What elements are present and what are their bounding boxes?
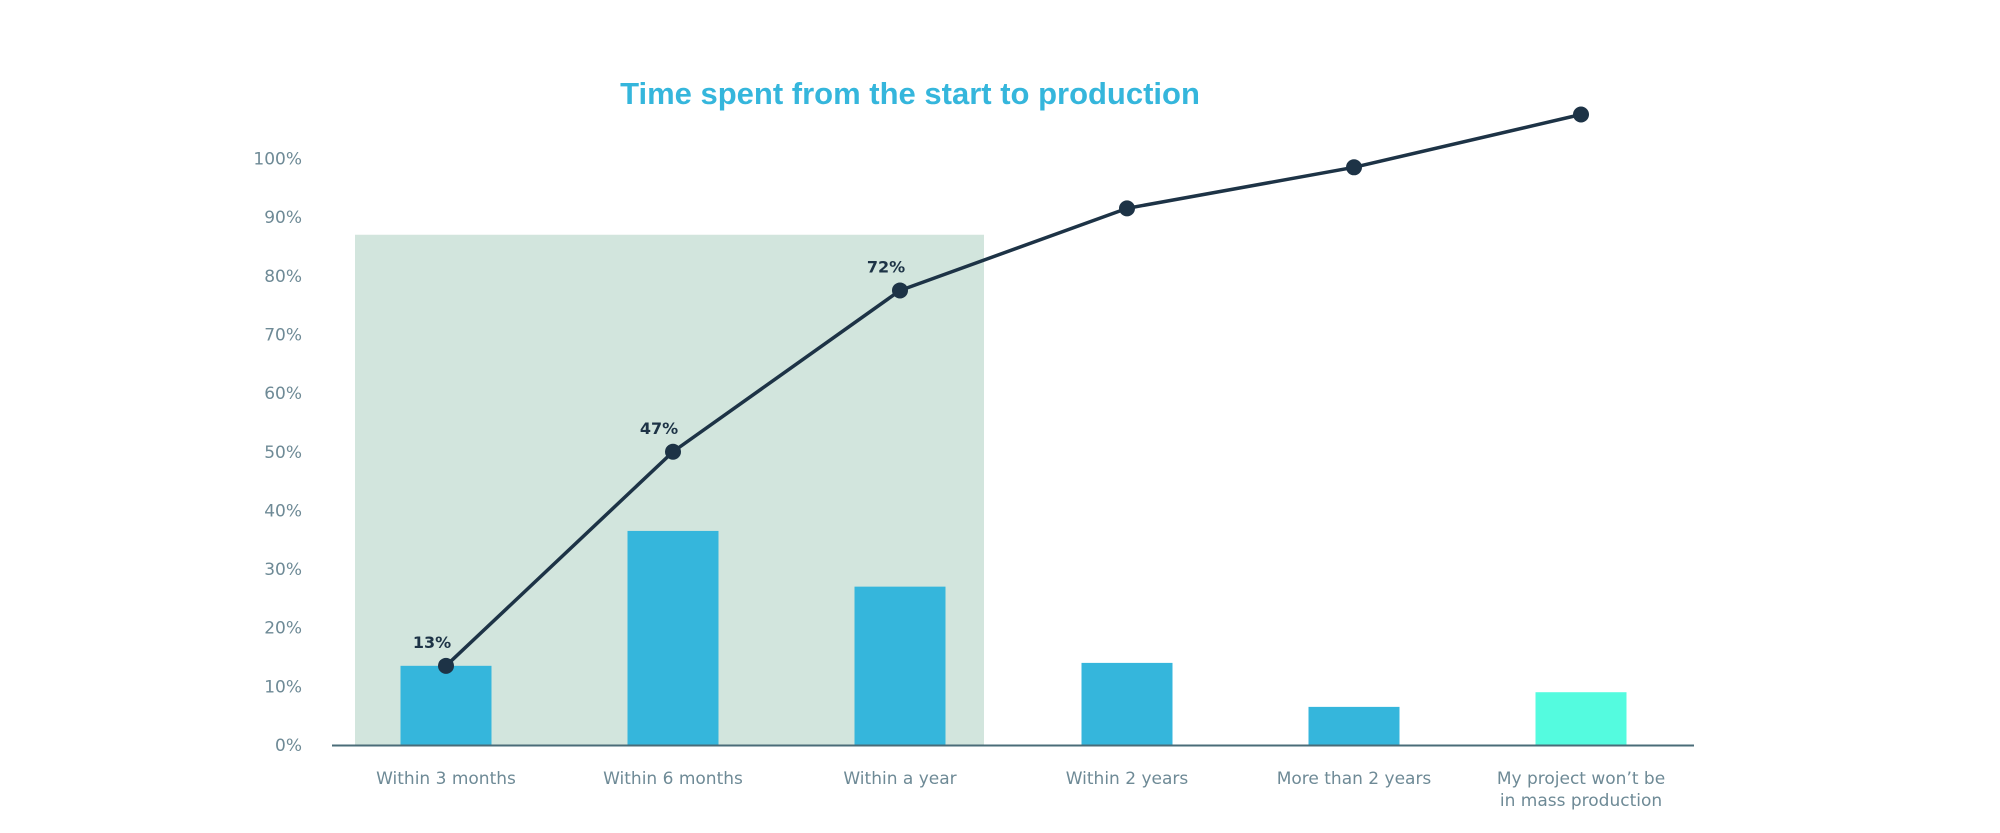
bar-4 [1081, 662, 1173, 745]
x-tick-label: My project won’t be in mass production [1497, 769, 1665, 811]
data-label: 47% [640, 419, 678, 438]
y-tick-label: 90% [264, 208, 302, 228]
line-point-3 [892, 282, 908, 299]
y-tick-label: 40% [264, 501, 302, 521]
y-tick-label: 80% [264, 267, 302, 287]
y-tick-label: 60% [264, 384, 302, 404]
line-point-6 [1573, 106, 1589, 123]
data-label: 72% [867, 257, 905, 276]
y-tick-label: 50% [264, 443, 302, 463]
bar-1 [400, 665, 492, 745]
x-tick-label: Within 6 months [603, 769, 743, 789]
y-tick-label: 0% [275, 736, 302, 756]
line-point-2 [665, 443, 681, 460]
x-tick-label: Within 2 years [1066, 769, 1189, 789]
y-tick-label: 70% [264, 325, 302, 345]
bar-5 [1308, 706, 1400, 745]
bar-6 [1535, 692, 1627, 745]
data-label: 13% [413, 633, 451, 652]
x-tick-label: Within 3 months [376, 769, 516, 789]
bar-2 [627, 530, 719, 745]
chart-title: Time spent from the start to production [620, 76, 1200, 111]
line-point-4 [1119, 200, 1135, 217]
bar-3 [854, 586, 946, 745]
line-point-1 [438, 657, 454, 674]
y-tick-label: 100% [253, 150, 302, 170]
line-point-5 [1346, 159, 1362, 176]
y-tick-label: 20% [264, 619, 302, 639]
x-tick-label: Within a year [843, 769, 956, 789]
x-tick-label: More than 2 years [1277, 769, 1432, 789]
y-tick-label: 10% [264, 677, 302, 697]
cumulative-line [444, 112, 1582, 668]
y-tick-label: 30% [264, 560, 302, 580]
